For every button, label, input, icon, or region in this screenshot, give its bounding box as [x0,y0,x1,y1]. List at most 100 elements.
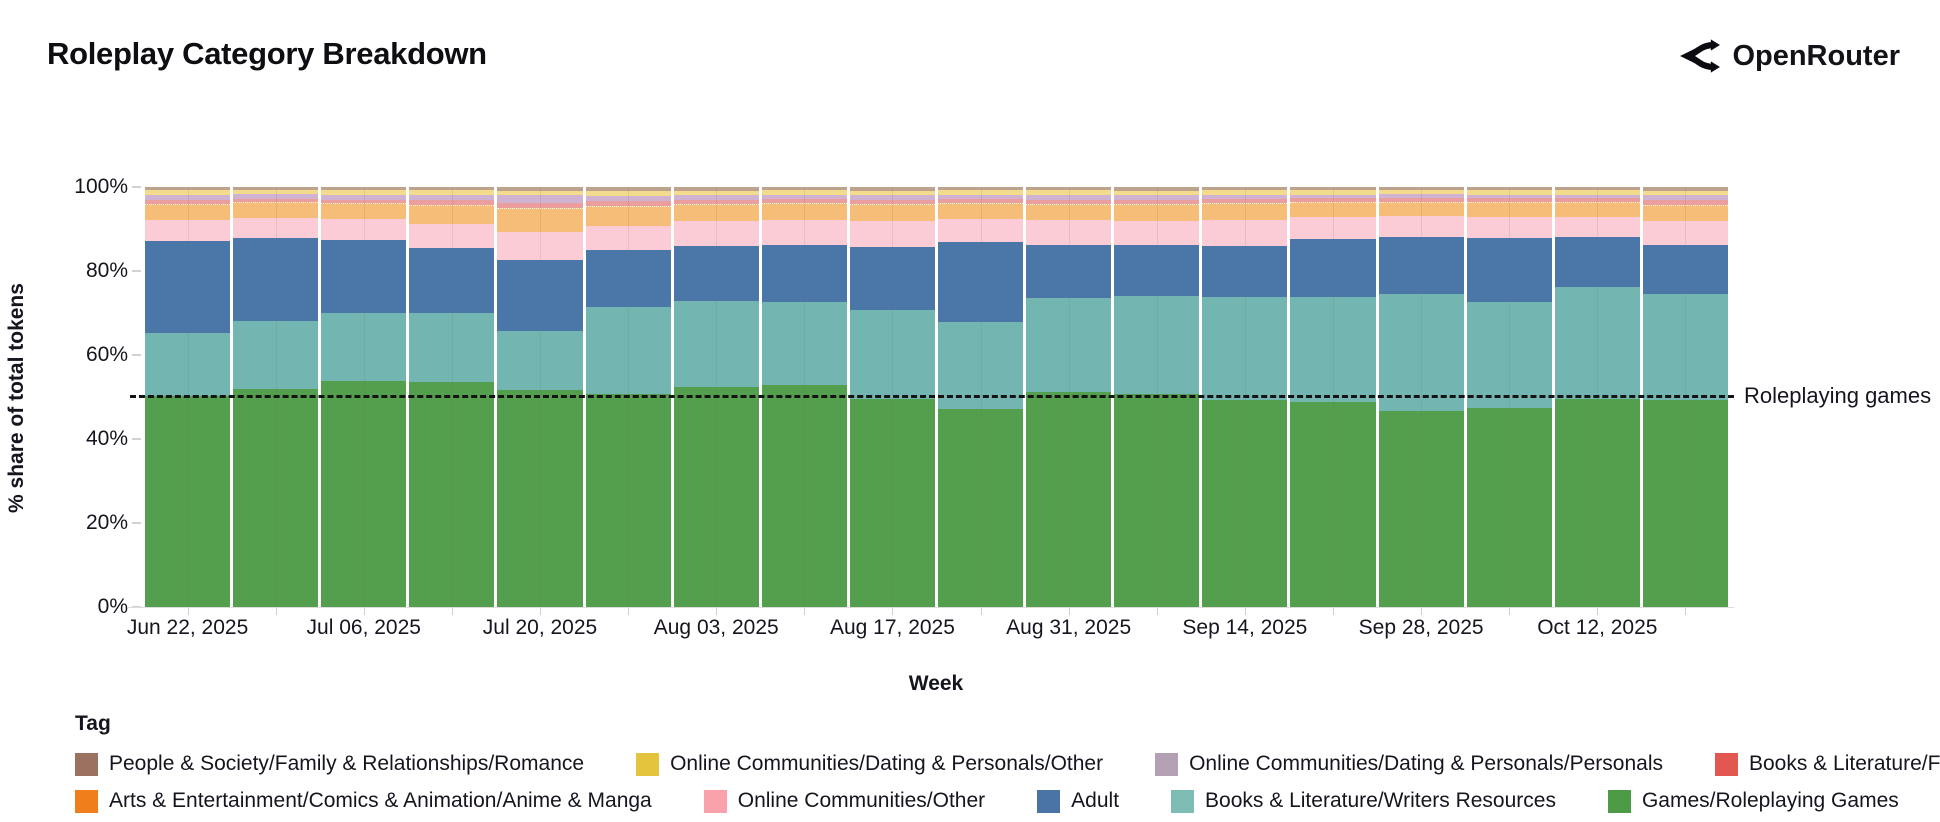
bar-segment[interactable] [585,191,671,197]
bar-segment[interactable] [761,187,847,191]
bar-segment[interactable] [673,195,759,200]
bar-segment[interactable] [1554,189,1640,195]
bar-segment[interactable] [673,187,759,191]
bar-segment[interactable] [1026,203,1112,221]
bar-segment[interactable] [1026,298,1112,392]
openrouter-logo[interactable]: OpenRouter [1676,34,1900,78]
bar-segment[interactable] [1554,202,1640,217]
bar-segment[interactable] [849,199,935,205]
bar[interactable] [1378,187,1464,607]
bar-segment[interactable] [497,191,583,195]
bar-segment[interactable] [673,199,759,204]
bar-segment[interactable] [1290,187,1376,191]
bar-segment[interactable] [1114,203,1200,221]
legend-item[interactable]: Games/Roleplaying Games [1607,789,1899,813]
bar-segment[interactable] [937,190,1024,195]
bar-segment[interactable] [497,260,583,332]
bar-segment[interactable] [1290,198,1376,203]
bar-segment[interactable] [497,207,583,232]
bar-segment[interactable] [145,204,231,220]
legend-item[interactable]: Books & Literature/Fan Fiction [1714,752,1940,776]
bar-segment[interactable] [849,204,935,222]
bar-segment[interactable] [1466,187,1552,191]
bar[interactable] [585,187,671,607]
bar-segment[interactable] [409,204,495,224]
bar-segment[interactable] [233,202,319,219]
bar-segment[interactable] [1642,293,1728,401]
bar-segment[interactable] [673,300,759,387]
bar-segment[interactable] [321,199,407,204]
bar-segment[interactable] [1026,190,1112,195]
bar-segment[interactable] [497,194,583,203]
bar-segment[interactable] [1290,190,1376,195]
bar-segment[interactable] [673,190,759,196]
bar-segment[interactable] [1642,199,1728,205]
bar-segment[interactable] [585,306,671,395]
bar-segment[interactable] [761,199,847,204]
bar[interactable] [145,187,231,607]
bar-segment[interactable] [1554,287,1640,399]
bar-segment[interactable] [409,195,495,201]
bar-segment[interactable] [1554,187,1640,190]
bar-segment[interactable] [1114,187,1200,191]
bar-segment[interactable] [145,187,231,190]
bar-segment[interactable] [1466,194,1552,199]
bar-segment[interactable] [497,231,583,261]
bar[interactable] [673,187,759,607]
bar-segment[interactable] [321,190,407,195]
bar-segment[interactable] [1642,204,1728,222]
legend-item[interactable]: People & Society/Family & Relationships/… [75,752,584,776]
bar-segment[interactable] [145,219,231,242]
bar-segment[interactable] [409,190,495,196]
bar-segment[interactable] [1378,201,1464,217]
legend-item[interactable]: Online Communities/Other [703,789,985,813]
bar-segment[interactable] [761,190,847,195]
bar-segment[interactable] [409,200,495,205]
bar-segment[interactable] [937,322,1024,410]
bar-segment[interactable] [1642,190,1728,196]
bar-segment[interactable] [409,223,495,249]
bar-segment[interactable] [1554,216,1640,238]
bar-segment[interactable] [585,394,671,607]
bar[interactable] [1114,187,1200,607]
bar-segment[interactable] [1466,237,1552,302]
bar-segment[interactable] [585,187,671,192]
bar-segment[interactable] [321,240,407,314]
bar-segment[interactable] [937,409,1024,607]
bar-segment[interactable] [937,219,1024,243]
bar-segment[interactable] [1466,202,1552,218]
bar-segment[interactable] [1114,296,1200,394]
bar-segment[interactable] [1114,393,1200,607]
bar-segment[interactable] [673,203,759,222]
bar-segment[interactable] [849,398,935,607]
bar-segment[interactable] [585,196,671,201]
bar-segment[interactable] [321,187,407,191]
bar-segment[interactable] [937,198,1024,203]
legend-item[interactable]: Arts & Entertainment/Comics & Animation/… [75,789,652,813]
bar-segment[interactable] [1290,194,1376,199]
bar-segment[interactable] [1026,220,1112,245]
bar[interactable] [937,186,1024,607]
bar-segment[interactable] [761,384,847,607]
bar-segment[interactable] [1202,203,1288,220]
legend-item[interactable]: Adult [1037,789,1119,813]
bar[interactable] [1026,187,1112,607]
bar-segment[interactable] [937,242,1024,323]
bar-segment[interactable] [937,202,1024,220]
bar-segment[interactable] [937,194,1024,199]
bar-segment[interactable] [1026,194,1112,200]
bar-segment[interactable] [409,312,495,382]
bar-segment[interactable] [497,331,583,390]
bar-segment[interactable] [1378,194,1464,198]
bar-segment[interactable] [1378,294,1464,411]
bar-segment[interactable] [1466,217,1552,238]
bar-segment[interactable] [409,381,495,607]
bar-segment[interactable] [849,221,935,247]
bar-segment[interactable] [849,246,935,311]
bar-segment[interactable] [321,380,407,607]
bar-segment[interactable] [321,313,407,381]
bar-segment[interactable] [1202,199,1288,204]
bar-segment[interactable] [233,389,319,607]
bar-segment[interactable] [1114,195,1200,200]
bar-segment[interactable] [233,321,319,390]
